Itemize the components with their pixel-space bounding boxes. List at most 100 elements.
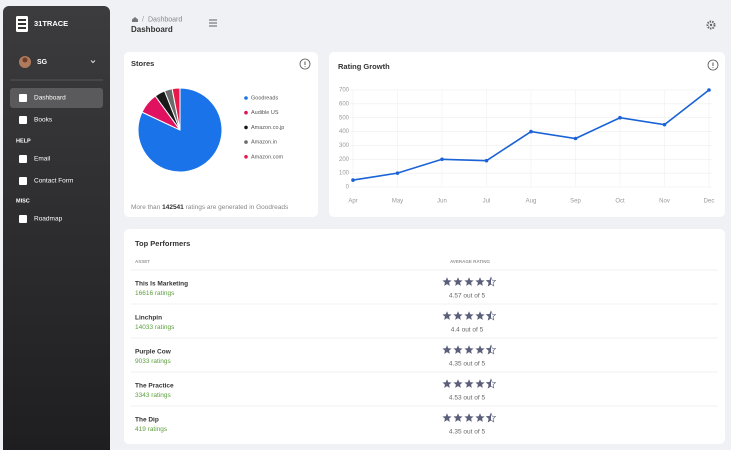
card-title: Top Performers xyxy=(135,239,190,248)
rating-label: 4.53 out of 5 xyxy=(449,395,486,402)
star xyxy=(442,379,452,388)
asset-ratings: 3343 ratings xyxy=(135,392,172,399)
breadcrumb[interactable]: Dashboard xyxy=(148,16,182,23)
note-text: More than xyxy=(131,204,161,211)
nav-section: HELP xyxy=(16,138,31,144)
rating-label: 4.4 out of 5 xyxy=(451,327,484,334)
line-point xyxy=(351,178,355,182)
brand: 31TRACE xyxy=(34,19,68,28)
line-point xyxy=(395,171,400,175)
asset-ratings: 419 ratings xyxy=(135,426,168,433)
x-tick-label: Jun xyxy=(437,199,447,205)
chevron[interactable] xyxy=(90,60,96,64)
nav-icon[interactable] xyxy=(19,215,27,223)
asset-name[interactable]: Purple Cow xyxy=(135,349,172,356)
legend-swatch xyxy=(244,125,248,130)
info-icon[interactable] xyxy=(707,59,719,71)
column-header: ASSET xyxy=(135,259,150,264)
star xyxy=(453,277,463,286)
line-point xyxy=(440,157,444,162)
star-half xyxy=(486,345,491,354)
y-tick-label: 700 xyxy=(339,88,350,94)
avatar-face xyxy=(22,57,28,63)
column-header: AVERAGE RATING xyxy=(450,259,491,264)
nav-icon[interactable] xyxy=(19,177,27,185)
y-tick-label: 300 xyxy=(339,143,350,149)
y-tick-label: 0 xyxy=(346,185,350,191)
asset-name[interactable]: The Practice xyxy=(135,383,174,390)
line-point xyxy=(484,158,489,163)
settings-icon[interactable] xyxy=(706,20,716,30)
nav-item[interactable]: Roadmap xyxy=(34,216,63,223)
star xyxy=(475,277,485,286)
line-point xyxy=(529,129,533,134)
brand-logo xyxy=(16,16,28,32)
star xyxy=(442,311,452,320)
nav-item[interactable]: Dashboard xyxy=(34,95,66,102)
star xyxy=(464,311,474,320)
note-text: ratings are generated in Goodreads xyxy=(186,204,289,211)
legend-swatch xyxy=(244,110,248,115)
star-half xyxy=(486,277,491,286)
card-title: Stores xyxy=(131,59,154,68)
rating-label: 4.35 out of 5 xyxy=(449,361,486,368)
nav-item[interactable]: Contact Form xyxy=(34,178,73,185)
asset-ratings: 14033 ratings xyxy=(135,324,175,331)
x-tick-label: Apr xyxy=(348,199,357,205)
star xyxy=(464,413,474,422)
star xyxy=(453,345,463,354)
x-tick-label: Oct xyxy=(615,199,625,205)
top-performers-card xyxy=(124,229,725,444)
star-half xyxy=(486,379,491,388)
pie-slice xyxy=(171,87,181,131)
rating-label: 4.57 out of 5 xyxy=(449,293,486,300)
home-icon[interactable] xyxy=(132,17,138,22)
star xyxy=(453,311,463,320)
y-tick-label: 200 xyxy=(339,157,350,163)
star xyxy=(475,413,485,422)
star xyxy=(442,413,452,422)
legend-label: Amazon.in xyxy=(251,140,277,146)
legend-label: Amazon.com xyxy=(251,154,284,160)
star xyxy=(442,345,452,354)
nav-item[interactable]: Email xyxy=(34,156,51,163)
nav-icon[interactable] xyxy=(19,94,27,102)
info-icon[interactable] xyxy=(299,58,311,70)
asset-ratings: 9033 ratings xyxy=(135,358,172,365)
x-tick-label: Sep xyxy=(570,199,581,205)
star xyxy=(464,379,474,388)
nav-icon[interactable] xyxy=(19,116,27,124)
star xyxy=(453,413,463,422)
x-tick-label: Aug xyxy=(526,199,537,205)
y-tick-label: 600 xyxy=(339,101,350,107)
note-count: 142541 xyxy=(162,204,184,211)
legend-swatch xyxy=(244,155,248,159)
star xyxy=(464,345,474,354)
star-half xyxy=(486,413,491,422)
legend-swatch xyxy=(244,96,248,100)
star xyxy=(453,379,463,388)
asset-name[interactable]: Linchpin xyxy=(135,315,162,322)
asset-name[interactable]: This Is Marketing xyxy=(135,281,188,288)
legend-label: Goodreads xyxy=(251,95,278,101)
sidebar xyxy=(3,6,110,450)
user-name[interactable]: SG xyxy=(37,59,48,66)
y-tick-label: 500 xyxy=(339,115,350,121)
line-point xyxy=(662,122,667,127)
star xyxy=(475,311,485,320)
nav-section: MISC xyxy=(16,198,30,204)
nav-item[interactable]: Books xyxy=(34,117,53,124)
x-tick-label: May xyxy=(392,199,403,205)
asset-name[interactable]: The Dip xyxy=(135,417,159,424)
legend-label: Amazon.co.jp xyxy=(251,125,284,131)
menu-icon[interactable] xyxy=(209,19,217,27)
rating-label: 4.35 out of 5 xyxy=(449,429,486,436)
legend-label: Audible US xyxy=(251,110,279,116)
line-point xyxy=(618,115,622,120)
nav-icon[interactable] xyxy=(19,155,27,163)
star xyxy=(475,345,485,354)
star xyxy=(442,277,452,286)
line-point xyxy=(707,88,711,92)
